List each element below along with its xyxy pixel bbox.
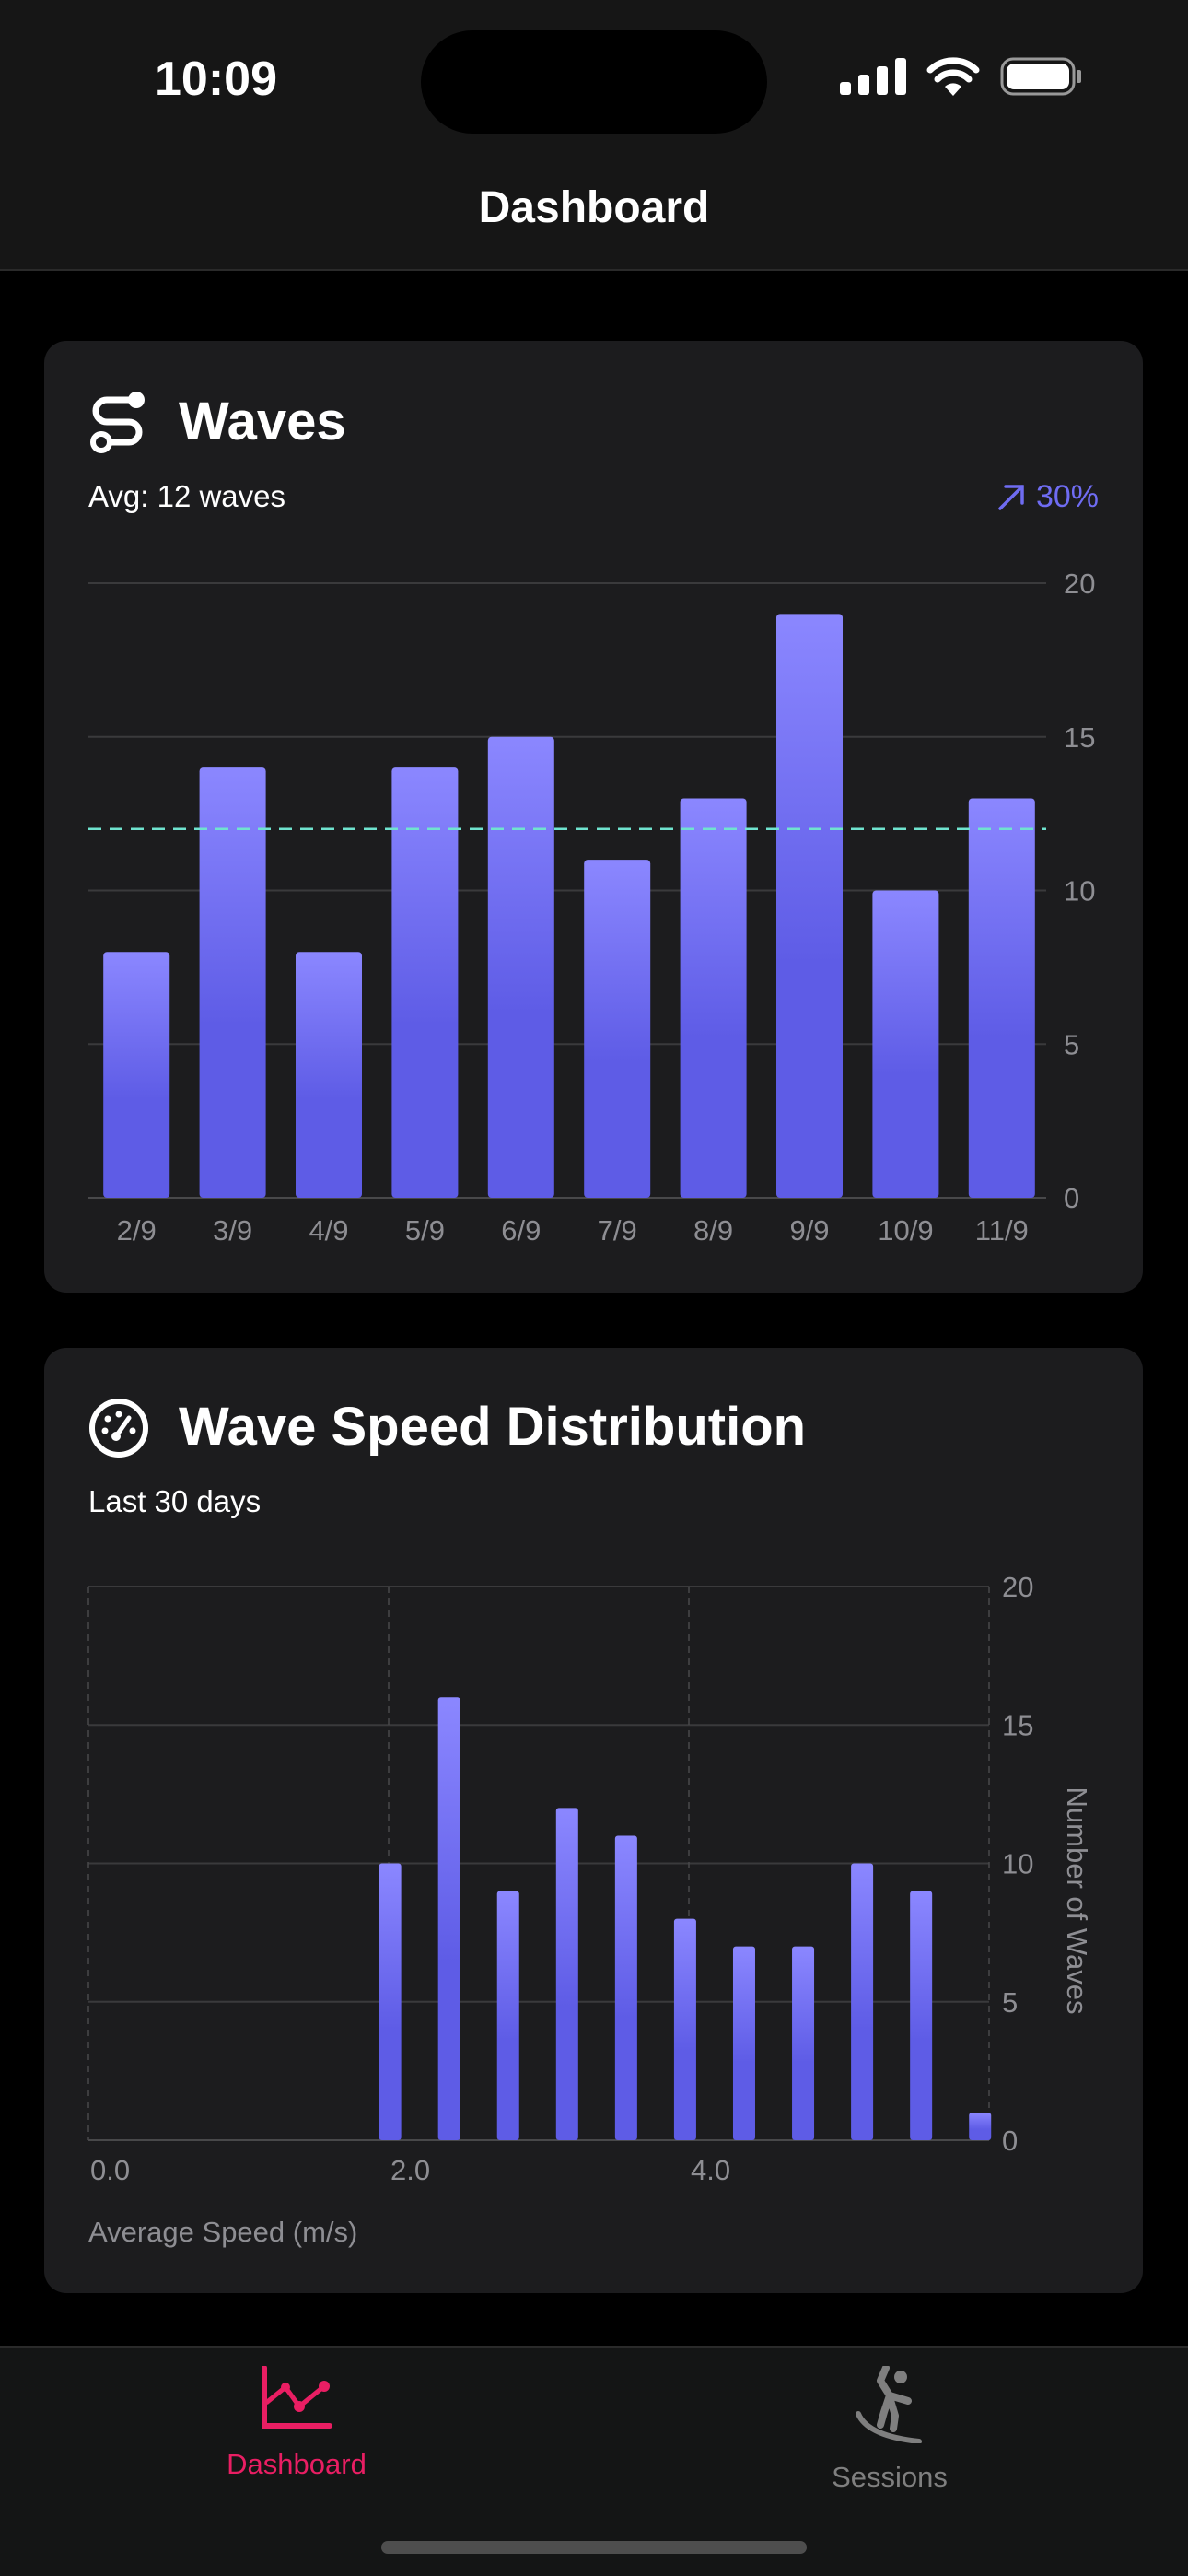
bar <box>872 890 939 1198</box>
tab-label: Sessions <box>832 2461 948 2493</box>
bar <box>910 1891 933 2140</box>
speed-distribution-card: Wave Speed Distribution Last 30 days Ave… <box>44 1348 1143 2293</box>
x-tick-label: 10/9 <box>878 1214 933 1247</box>
surfer-icon <box>856 2364 922 2444</box>
tab-label: Dashboard <box>227 2448 367 2480</box>
x-tick-label: 4/9 <box>309 1214 348 1247</box>
x-tick-label: 2.0 <box>390 2154 430 2186</box>
speed-histogram-chart: Average Speed (m/s) Number of Waves 0 5 10… <box>87 1571 1093 2248</box>
y-tick-label: 20 <box>1064 568 1095 600</box>
tab-bar: Dashboard Sessions <box>0 2346 1188 2576</box>
bar <box>199 767 266 1198</box>
y-axis-title: Number of Waves <box>1061 1787 1093 2015</box>
x-tick-label: 8/9 <box>693 1214 733 1247</box>
bar <box>496 1891 519 2140</box>
x-axis-title: Average Speed (m/s) <box>88 2216 357 2248</box>
path-s-icon <box>90 392 145 453</box>
signal-icon <box>840 58 906 95</box>
x-tick-label: 2/9 <box>117 1214 157 1247</box>
x-tick-label: 5/9 <box>405 1214 445 1247</box>
bar <box>969 2112 992 2140</box>
chart-line-icon <box>262 2365 332 2429</box>
x-tick-label: 0.0 <box>90 2154 130 2186</box>
y-tick-label: 15 <box>1064 721 1095 754</box>
battery-icon <box>1000 57 1081 96</box>
bar <box>851 1863 874 2140</box>
y-tick-label: 0 <box>1002 2125 1018 2157</box>
bar <box>614 1835 637 2140</box>
x-tick-label: 4.0 <box>691 2154 730 2186</box>
y-tick-label: 0 <box>1064 1182 1079 1214</box>
status-time: 10:09 <box>155 53 277 106</box>
card-subtitle: Last 30 days <box>88 1484 262 1518</box>
y-tick-label: 15 <box>1002 1709 1033 1741</box>
bar <box>391 767 459 1198</box>
home-indicator[interactable] <box>381 2541 807 2554</box>
bar <box>732 1946 755 2140</box>
x-tick-label: 3/9 <box>213 1214 252 1247</box>
speedometer-icon <box>89 1399 148 1458</box>
dynamic-island <box>421 30 767 134</box>
page-title: Dashboard <box>478 183 710 232</box>
bar <box>680 798 747 1198</box>
card-title: Wave Speed Distribution <box>179 1397 807 1457</box>
y-tick-label: 5 <box>1064 1028 1079 1060</box>
bar <box>673 1918 696 2140</box>
y-tick-label: 10 <box>1064 875 1095 907</box>
waves-bar-chart: 0 5 10 15 20 2/9 3/9 4/9 5/9 6/9 7/9 8/9 9/9 10/9 11/9 <box>88 568 1095 1247</box>
x-tick-label: 9/9 <box>789 1214 829 1247</box>
arrow-up-right-icon <box>998 484 1024 510</box>
trend-value: 30% <box>1035 479 1099 514</box>
x-tick-label: 11/9 <box>975 1214 1029 1247</box>
bar <box>487 736 554 1198</box>
trend-badge: 30% <box>997 479 1099 515</box>
bar <box>555 1808 578 2140</box>
bar <box>776 614 843 1198</box>
y-tick-label: 20 <box>1002 1571 1033 1603</box>
bar <box>437 1697 460 2140</box>
card-subtitle: Avg: 12 waves <box>88 479 286 513</box>
bar <box>584 860 651 1198</box>
x-tick-label: 6/9 <box>501 1214 541 1247</box>
x-tick-label: 7/9 <box>598 1214 637 1247</box>
tab-sessions[interactable]: Sessions <box>751 2364 1028 2494</box>
navigation-bar: Dashboard <box>0 157 1188 271</box>
y-tick-label: 10 <box>1002 1848 1033 1880</box>
bar <box>792 1946 815 2140</box>
bar <box>379 1863 402 2140</box>
bar <box>968 798 1035 1198</box>
bar <box>296 952 362 1198</box>
card-title: Waves <box>179 392 346 451</box>
y-tick-label: 5 <box>1002 1986 1018 2019</box>
waves-card: Waves Avg: 12 waves 30% 0 5 10 15 20 2/9 3/9 4/… <box>44 341 1143 1293</box>
bar <box>103 952 170 1198</box>
wifi-icon <box>926 57 980 96</box>
status-bar: 10:09 <box>0 0 1188 157</box>
tab-dashboard[interactable]: Dashboard <box>158 2365 435 2481</box>
